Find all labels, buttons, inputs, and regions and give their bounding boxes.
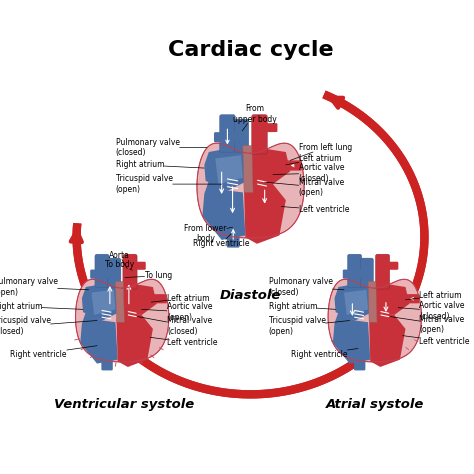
FancyBboxPatch shape	[343, 270, 364, 279]
Polygon shape	[75, 279, 169, 362]
Polygon shape	[116, 282, 124, 322]
FancyBboxPatch shape	[227, 223, 239, 247]
Polygon shape	[80, 312, 118, 364]
FancyBboxPatch shape	[214, 132, 237, 142]
FancyBboxPatch shape	[376, 262, 398, 270]
Text: Left ventricle: Left ventricle	[403, 336, 470, 346]
Polygon shape	[368, 282, 377, 322]
Text: Right atrium: Right atrium	[0, 302, 83, 311]
FancyBboxPatch shape	[253, 123, 277, 132]
Polygon shape	[117, 310, 153, 367]
Text: Diastole: Diastole	[220, 289, 281, 302]
Text: Aorta: Aorta	[109, 251, 130, 269]
Text: Pulmonary valve
(closed): Pulmonary valve (closed)	[116, 138, 207, 157]
Text: Right ventricle: Right ventricle	[291, 348, 358, 358]
Text: Left atrium: Left atrium	[151, 294, 210, 303]
FancyBboxPatch shape	[124, 262, 146, 270]
Text: Right atrium: Right atrium	[269, 302, 336, 311]
Text: Ventricular systole: Ventricular systole	[54, 399, 194, 411]
Text: Aortic valve
(open): Aortic valve (open)	[142, 302, 212, 322]
FancyBboxPatch shape	[101, 348, 113, 370]
Polygon shape	[204, 146, 247, 191]
Text: Right atrium: Right atrium	[116, 160, 204, 169]
FancyBboxPatch shape	[234, 119, 249, 152]
Text: Mitral valve
(open): Mitral valve (open)	[264, 178, 344, 197]
Text: Aortic valve
(closed): Aortic valve (closed)	[398, 301, 465, 321]
FancyBboxPatch shape	[154, 294, 167, 303]
Polygon shape	[82, 282, 119, 320]
Polygon shape	[91, 290, 116, 315]
FancyBboxPatch shape	[286, 160, 302, 171]
Text: Atrial systole: Atrial systole	[326, 399, 424, 411]
Polygon shape	[243, 146, 253, 192]
FancyBboxPatch shape	[406, 294, 419, 303]
FancyBboxPatch shape	[354, 348, 365, 370]
Text: Tricuspid valve
(open): Tricuspid valve (open)	[116, 174, 222, 194]
Text: Pulmonary valve
(closed): Pulmonary valve (closed)	[269, 277, 344, 297]
Text: To body: To body	[105, 260, 134, 270]
Text: To lung: To lung	[125, 271, 172, 280]
Text: Right ventricle: Right ventricle	[10, 346, 97, 358]
FancyBboxPatch shape	[90, 270, 111, 279]
Text: Right ventricle: Right ventricle	[193, 234, 250, 248]
Polygon shape	[370, 282, 410, 315]
Polygon shape	[244, 178, 286, 244]
FancyBboxPatch shape	[108, 258, 121, 287]
FancyBboxPatch shape	[123, 254, 137, 289]
Text: From
upper body: From upper body	[233, 104, 276, 131]
Polygon shape	[333, 312, 370, 364]
Polygon shape	[197, 143, 304, 238]
FancyBboxPatch shape	[360, 258, 374, 287]
Polygon shape	[335, 282, 372, 320]
Text: Left ventricle: Left ventricle	[282, 205, 349, 214]
FancyBboxPatch shape	[219, 115, 235, 152]
Polygon shape	[344, 290, 368, 315]
FancyBboxPatch shape	[347, 254, 362, 287]
Polygon shape	[215, 155, 243, 184]
Polygon shape	[118, 282, 157, 315]
Text: Left atrium: Left atrium	[405, 291, 462, 300]
Text: Left atrium: Left atrium	[286, 154, 341, 165]
Text: From lower
body: From lower body	[184, 224, 233, 243]
Text: Pulmonary valve
(open): Pulmonary valve (open)	[0, 277, 89, 297]
Text: From left lung: From left lung	[290, 143, 352, 160]
Text: Mitral valve
(open): Mitral valve (open)	[391, 315, 465, 334]
Polygon shape	[246, 146, 290, 184]
Text: Tricuspid valve
(closed): Tricuspid valve (closed)	[0, 317, 97, 336]
Polygon shape	[202, 181, 246, 240]
FancyBboxPatch shape	[252, 115, 267, 154]
FancyBboxPatch shape	[375, 254, 390, 289]
Polygon shape	[328, 279, 421, 362]
Text: Left ventricle: Left ventricle	[150, 337, 218, 347]
Text: Mitral valve
(closed): Mitral valve (closed)	[138, 317, 212, 336]
Text: Cardiac cycle: Cardiac cycle	[168, 40, 333, 60]
Text: Tricuspid valve
(open): Tricuspid valve (open)	[269, 317, 350, 336]
FancyBboxPatch shape	[95, 254, 109, 287]
Polygon shape	[369, 310, 405, 367]
Text: Aortic valve
(closed): Aortic valve (closed)	[273, 164, 344, 183]
